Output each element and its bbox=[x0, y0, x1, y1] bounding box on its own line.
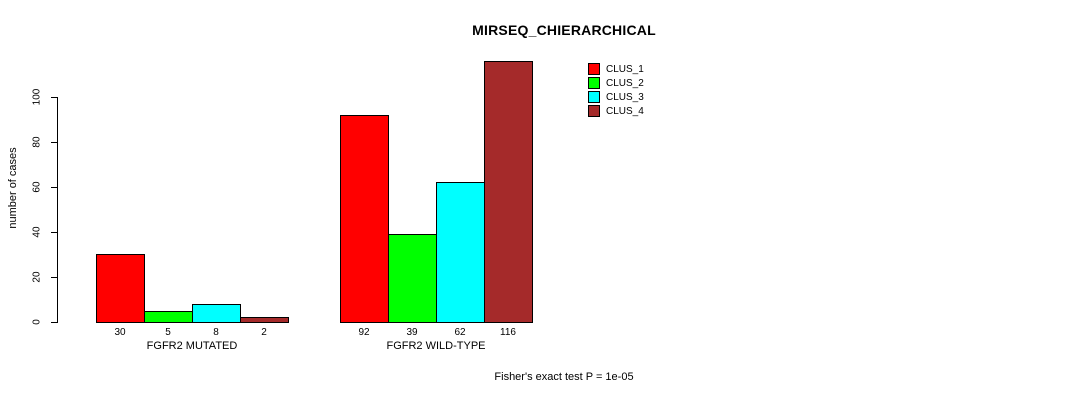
legend-swatch-icon bbox=[588, 77, 600, 89]
legend-label: CLUS_1 bbox=[606, 63, 644, 75]
bar-clus_3-group1 bbox=[192, 304, 241, 323]
y-tick-label: 0 bbox=[31, 319, 43, 325]
bar-clus_2-group1 bbox=[144, 311, 193, 323]
bar-value-label: 116 bbox=[500, 327, 516, 338]
group-label-2: FGFR2 WILD-TYPE bbox=[386, 340, 486, 352]
y-axis-line bbox=[57, 97, 58, 323]
y-axis-label: number of cases bbox=[7, 147, 19, 229]
y-tick-mark bbox=[51, 186, 58, 188]
legend-swatch-icon bbox=[588, 105, 600, 117]
annotation-fishers-test: Fisher's exact test P = 1e-05 bbox=[494, 371, 634, 383]
bar-clus_1-group2 bbox=[340, 115, 389, 323]
bar-value-label: 62 bbox=[454, 327, 466, 338]
y-tick-label: 100 bbox=[31, 88, 43, 106]
bar-clus_2-group2 bbox=[388, 234, 437, 323]
legend-row-clus_2: CLUS_2 bbox=[588, 76, 644, 90]
bar-value-label: 2 bbox=[261, 327, 267, 338]
legend-label: CLUS_2 bbox=[606, 77, 644, 89]
bar-value-label: 30 bbox=[114, 327, 126, 338]
y-tick-mark bbox=[51, 321, 58, 323]
bar-value-label: 92 bbox=[358, 327, 370, 338]
bar-value-label: 39 bbox=[406, 327, 418, 338]
y-tick-mark bbox=[51, 96, 58, 98]
legend-row-clus_4: CLUS_4 bbox=[588, 104, 644, 118]
bar-clus_3-group2 bbox=[436, 182, 485, 323]
bar-clus_4-group2 bbox=[484, 61, 533, 323]
y-tick-label: 20 bbox=[31, 271, 43, 283]
legend-label: CLUS_3 bbox=[606, 91, 644, 103]
legend-row-clus_3: CLUS_3 bbox=[588, 90, 644, 104]
y-tick-mark bbox=[51, 276, 58, 278]
y-tick-mark bbox=[51, 141, 58, 143]
bar-value-label: 8 bbox=[213, 327, 219, 338]
group-label-1: FGFR2 MUTATED bbox=[146, 340, 238, 352]
bar-value-label: 5 bbox=[165, 327, 171, 338]
legend-label: CLUS_4 bbox=[606, 105, 644, 117]
legend-row-clus_1: CLUS_1 bbox=[588, 62, 644, 76]
legend: CLUS_1 CLUS_2 CLUS_3 CLUS_4 bbox=[588, 62, 644, 118]
legend-swatch-icon bbox=[588, 91, 600, 103]
legend-swatch-icon bbox=[588, 63, 600, 75]
y-tick-mark bbox=[51, 231, 58, 233]
bar-clus_1-group1 bbox=[96, 254, 145, 323]
y-tick-label: 40 bbox=[31, 226, 43, 238]
bar-clus_4-group1 bbox=[240, 317, 289, 323]
y-tick-label: 60 bbox=[31, 181, 43, 193]
y-tick-label: 80 bbox=[31, 136, 43, 148]
chart-title: MIRSEQ_CHIERARCHICAL bbox=[472, 22, 656, 38]
